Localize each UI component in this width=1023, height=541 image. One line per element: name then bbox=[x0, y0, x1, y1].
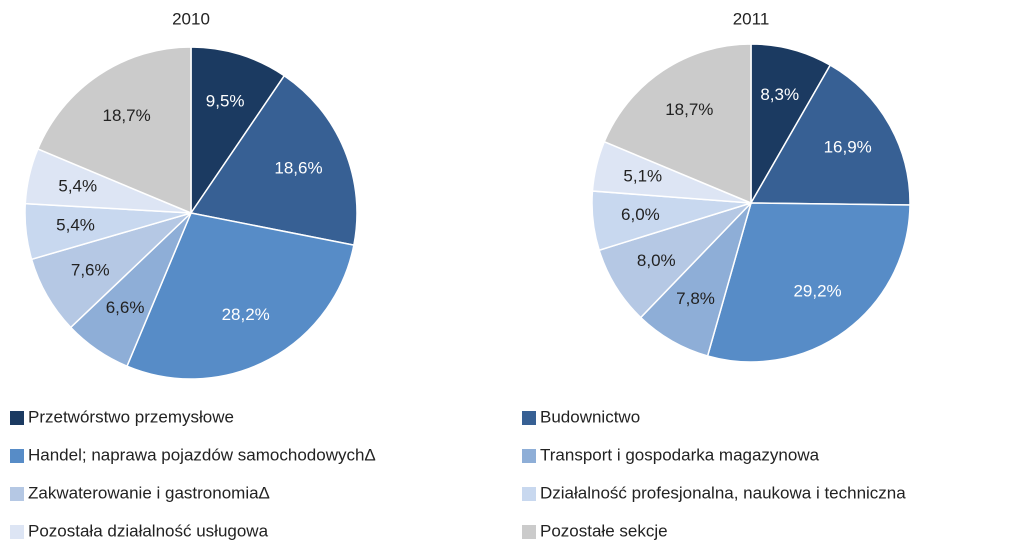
data-label: 6,0% bbox=[621, 205, 660, 224]
data-label: 7,6% bbox=[71, 260, 110, 279]
data-label: 9,5% bbox=[206, 91, 245, 110]
legend-swatch bbox=[10, 449, 24, 463]
legend-swatch bbox=[522, 487, 536, 501]
legend-swatch bbox=[522, 525, 536, 539]
legend-label: Transport i gospodarka magazynowa bbox=[540, 445, 820, 464]
pie-slice bbox=[603, 43, 752, 205]
legend-label: Budownictwo bbox=[540, 407, 640, 426]
data-label: 8,0% bbox=[637, 251, 676, 270]
chart-title: 2011 bbox=[733, 9, 770, 28]
legend-label: Działalność profesjonalna, naukowa i tec… bbox=[540, 483, 906, 502]
pie-slice bbox=[189, 74, 358, 247]
data-label: 8,3% bbox=[760, 85, 799, 104]
data-label: 5,1% bbox=[623, 167, 662, 186]
data-label: 16,9% bbox=[824, 137, 872, 156]
data-label: 5,4% bbox=[56, 216, 95, 235]
pie-slice bbox=[190, 46, 286, 216]
legend-swatch bbox=[10, 487, 24, 501]
legend-label: Pozostałe sekcje bbox=[540, 521, 668, 540]
data-label: 5,4% bbox=[58, 176, 97, 195]
legend-swatch bbox=[10, 411, 24, 425]
legend-label: Przetwórstwo przemysłowe bbox=[28, 407, 234, 426]
legend-swatch bbox=[522, 449, 536, 463]
pie-slice bbox=[126, 212, 355, 380]
pie-slice bbox=[36, 46, 192, 215]
data-label: 18,6% bbox=[274, 158, 322, 177]
data-label: 18,7% bbox=[665, 100, 713, 119]
pie-slice bbox=[749, 64, 911, 206]
legend-swatch bbox=[10, 525, 24, 539]
data-label: 18,7% bbox=[102, 106, 150, 125]
data-label: 29,2% bbox=[793, 282, 841, 301]
data-label: 28,2% bbox=[222, 305, 270, 324]
legend-label: Handel; naprawa pojazdów samochodowychΔ bbox=[28, 445, 376, 464]
data-label: 7,8% bbox=[676, 289, 715, 308]
chart-title: 2010 bbox=[172, 9, 210, 28]
legend-label: Zakwaterowanie i gastronomiaΔ bbox=[28, 483, 270, 502]
data-label: 6,6% bbox=[106, 298, 145, 317]
legend-swatch bbox=[522, 411, 536, 425]
pie-slice bbox=[706, 202, 911, 363]
legend-label: Pozostała działalność usługowa bbox=[28, 521, 269, 540]
